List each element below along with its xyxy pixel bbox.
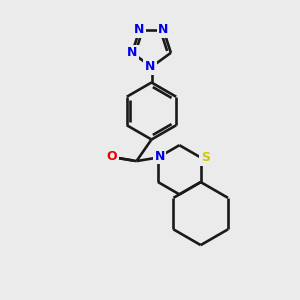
Text: N: N: [154, 149, 165, 163]
Text: N: N: [158, 23, 169, 37]
Text: N: N: [145, 60, 155, 74]
Text: S: S: [201, 151, 210, 164]
Text: N: N: [127, 46, 137, 59]
Text: O: O: [106, 149, 117, 163]
Text: N: N: [134, 23, 145, 37]
